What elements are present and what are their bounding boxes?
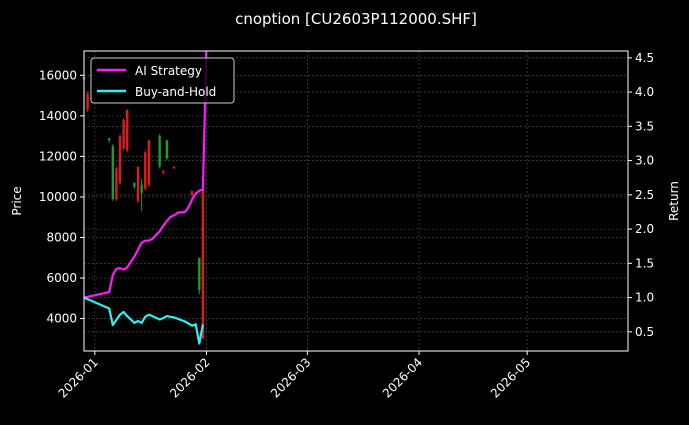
legend-box <box>90 57 235 104</box>
candle-body <box>140 184 143 193</box>
price-tick-label: 16000 <box>39 68 77 82</box>
return-lines <box>84 51 208 345</box>
candlesticks <box>82 75 205 339</box>
axes-frame <box>83 50 629 352</box>
return-tick-label: 4.5 <box>635 51 654 65</box>
buy-and-hold-line <box>84 296 204 345</box>
return-axis: 0.5 1.0 1.5 2.0 2.5 3.0 3.5 4.0 4.5 <box>628 51 654 339</box>
price-tick-label: 4000 <box>46 312 77 326</box>
return-tick-label: 4.0 <box>635 85 654 99</box>
return-tick-label: 3.5 <box>635 119 654 133</box>
return-tick-label: 3.0 <box>635 154 654 168</box>
candle-body <box>126 109 129 151</box>
candle-body <box>122 119 125 149</box>
return-tick-label: 2.0 <box>635 222 654 236</box>
return-tick-label: 1.5 <box>635 256 654 270</box>
candle-body <box>147 140 151 185</box>
price-tick-label: 6000 <box>46 271 77 285</box>
legend-buy-and-hold-label: Buy-and-Hold <box>135 85 216 99</box>
price-tick-label: 14000 <box>39 109 77 123</box>
price-tick-label: 12000 <box>39 149 77 163</box>
price-tick-label: 10000 <box>39 190 77 204</box>
y-axis-right-label: Return <box>667 181 681 221</box>
candle-body <box>201 188 205 339</box>
chart-title: cnoption [CU2603P112000.SHF] <box>235 10 477 28</box>
candle-body <box>108 138 111 141</box>
price-axis: 4000 6000 8000 10000 12000 14000 16000 <box>39 68 84 326</box>
y-axis-label: Price <box>10 186 24 215</box>
return-tick-label: 2.5 <box>635 188 654 202</box>
return-tick-label: 0.5 <box>635 325 654 339</box>
candle-body <box>115 168 118 199</box>
candle-body <box>136 166 140 201</box>
return-tick-label: 1.0 <box>635 291 654 305</box>
ai-strategy-line <box>84 51 208 299</box>
candle-body <box>133 182 136 187</box>
candle-body <box>144 152 147 189</box>
candle-body <box>198 257 201 291</box>
candle-body <box>190 190 194 195</box>
candle-body <box>86 93 89 110</box>
candle-body <box>118 136 122 183</box>
candle-body <box>172 166 176 169</box>
candle-body <box>158 136 161 167</box>
candle-body <box>165 140 169 159</box>
candle-body <box>162 170 165 173</box>
price-tick-label: 8000 <box>46 230 77 244</box>
candle-body <box>111 146 115 199</box>
legend-ai-strategy-label: AI Strategy <box>135 64 202 78</box>
legend: AI Strategy Buy-and-Hold <box>90 57 235 104</box>
